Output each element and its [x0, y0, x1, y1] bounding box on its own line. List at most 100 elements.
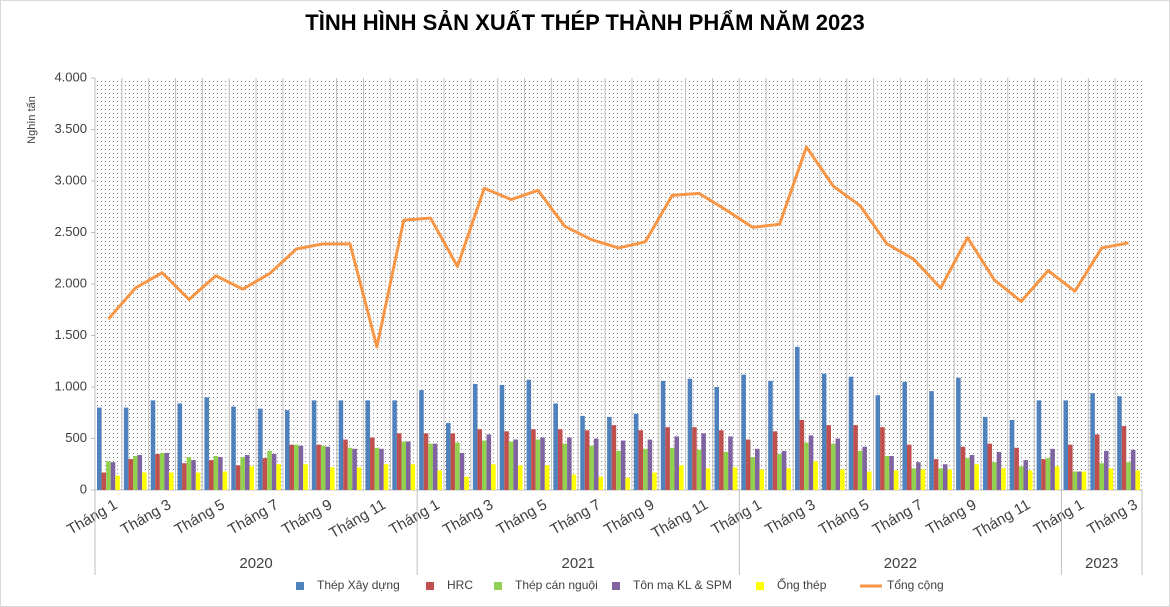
bar — [1023, 460, 1029, 490]
x-tick-label: Tháng 1 — [1031, 496, 1087, 538]
y-tick-label: 2.000 — [54, 275, 87, 290]
bar — [728, 436, 733, 490]
bar — [303, 464, 308, 490]
bar — [396, 433, 402, 490]
bar — [557, 429, 563, 490]
x-tick-label: Tháng 7 — [225, 496, 281, 538]
bar — [982, 416, 988, 490]
bar — [741, 374, 746, 490]
bar — [701, 433, 706, 490]
bar — [472, 383, 478, 490]
bar — [916, 462, 921, 490]
x-tick-label: Tháng 5 — [816, 496, 872, 538]
bar — [942, 464, 948, 490]
bar — [1041, 459, 1046, 490]
bar — [128, 459, 133, 490]
bar — [284, 410, 290, 490]
legend-label: Thép Xây dựng — [317, 578, 400, 592]
bar — [759, 469, 765, 490]
bar — [330, 467, 335, 490]
bar — [320, 445, 326, 490]
bar — [830, 443, 836, 490]
bar — [799, 419, 805, 490]
bar — [437, 470, 442, 490]
bar — [464, 476, 469, 490]
bar — [508, 441, 514, 490]
legend-swatch — [296, 582, 304, 590]
bar — [419, 390, 424, 490]
bar — [446, 423, 451, 490]
x-tick-label: Tháng 1 — [64, 496, 120, 538]
bar — [137, 454, 143, 490]
x-tick-label: Tháng 11 — [649, 496, 711, 542]
bar — [643, 448, 648, 490]
bar — [544, 465, 550, 490]
bar — [115, 475, 120, 490]
bar — [571, 474, 577, 490]
y-tick-label: 2.500 — [54, 224, 87, 239]
bar — [1104, 450, 1109, 490]
bar — [1009, 419, 1015, 490]
bar — [589, 445, 594, 490]
bar — [987, 443, 993, 490]
bar — [423, 433, 429, 490]
bar — [231, 406, 236, 490]
y-tick-label: 4.000 — [54, 69, 87, 84]
bar — [491, 464, 496, 490]
bar — [159, 452, 165, 490]
bar — [826, 425, 831, 490]
legend-label: HRC — [447, 578, 473, 592]
bar — [692, 427, 697, 490]
bar — [821, 373, 827, 490]
bar — [1090, 393, 1095, 490]
bar — [1045, 458, 1051, 490]
legend-label: Tổng cộng — [887, 578, 944, 592]
bar — [249, 466, 255, 490]
bar — [562, 443, 568, 490]
bar — [244, 454, 250, 490]
bar — [938, 468, 943, 490]
bar — [813, 461, 818, 490]
bar — [906, 444, 912, 490]
bar — [687, 378, 693, 490]
bar — [705, 468, 711, 490]
bar — [289, 444, 295, 490]
x-tick-label: Tháng 1 — [386, 496, 442, 538]
y-tick-label: 1.000 — [54, 378, 87, 393]
legend-label: Tôn mạ KL & SPM — [633, 578, 732, 592]
bar — [696, 449, 702, 490]
x-tick-label: Tháng 5 — [494, 496, 550, 538]
bar — [853, 425, 858, 490]
bar — [164, 452, 169, 490]
bar — [258, 408, 263, 490]
bar — [123, 407, 129, 490]
x-tick-label: Tháng 3 — [440, 496, 496, 538]
bar — [374, 447, 380, 490]
bar — [777, 453, 782, 490]
bar — [517, 465, 523, 490]
bar — [204, 397, 209, 490]
bar — [884, 456, 890, 490]
bar — [540, 437, 545, 490]
bar — [1130, 449, 1136, 490]
bar — [969, 454, 975, 490]
bar — [875, 395, 881, 490]
bar — [218, 457, 223, 490]
bar — [486, 434, 492, 490]
bar — [772, 431, 778, 490]
x-tick-label: Tháng 9 — [601, 496, 657, 538]
group-label: 2023 — [1085, 555, 1118, 572]
bar — [893, 470, 899, 490]
bar — [410, 464, 416, 490]
bar — [110, 462, 116, 490]
bar — [660, 380, 666, 490]
bar — [669, 447, 675, 490]
bar — [1099, 463, 1105, 490]
line — [107, 145, 1129, 349]
legend-swatch — [494, 582, 502, 590]
bar — [168, 472, 174, 490]
bar — [1108, 468, 1114, 490]
bar — [294, 444, 299, 490]
y-tick-label: 3.500 — [54, 121, 87, 136]
bar — [593, 438, 599, 490]
